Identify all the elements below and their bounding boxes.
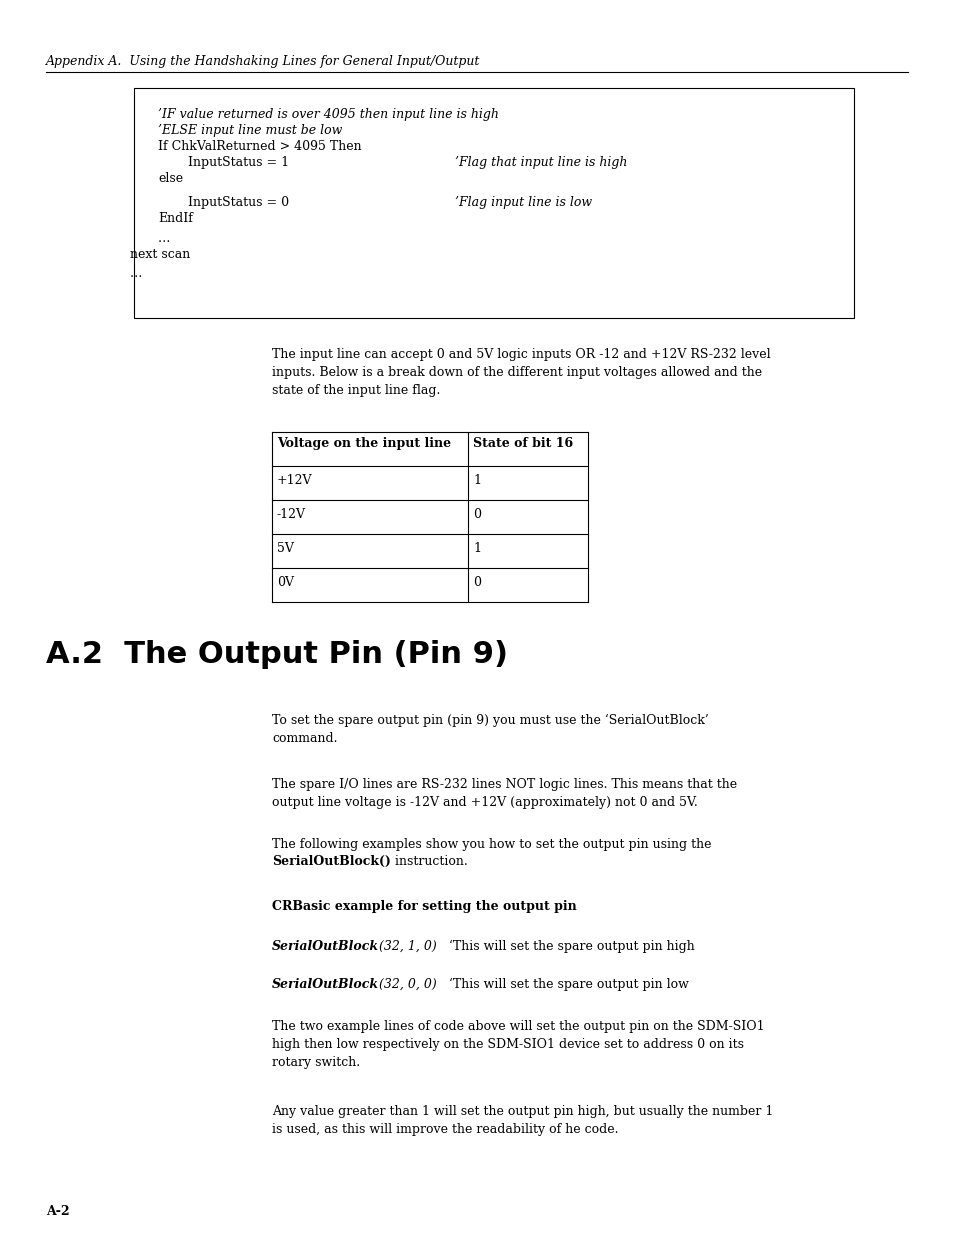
Text: next scan: next scan bbox=[130, 248, 190, 261]
Text: ’ELSE input line must be low: ’ELSE input line must be low bbox=[158, 124, 342, 137]
Text: …: … bbox=[158, 232, 171, 245]
Text: (32, 1, 0): (32, 1, 0) bbox=[378, 940, 436, 953]
Text: SerialOutBlock: SerialOutBlock bbox=[272, 978, 378, 990]
Text: ‘This will set the spare output pin high: ‘This will set the spare output pin high bbox=[436, 940, 694, 953]
Bar bbox=[133, 88, 853, 317]
Text: The following examples show you how to set the output pin using the: The following examples show you how to s… bbox=[272, 839, 711, 851]
Text: 0: 0 bbox=[473, 508, 480, 521]
Text: EndIf: EndIf bbox=[158, 212, 193, 225]
Text: State of bit 16: State of bit 16 bbox=[473, 437, 573, 450]
Text: (32, 0, 0): (32, 0, 0) bbox=[378, 978, 436, 990]
Text: 1: 1 bbox=[473, 474, 480, 487]
Text: 0V: 0V bbox=[276, 576, 294, 589]
Text: InputStatus = 0: InputStatus = 0 bbox=[188, 196, 289, 209]
Text: Appendix A.  Using the Handshaking Lines for General Input/Output: Appendix A. Using the Handshaking Lines … bbox=[46, 56, 480, 68]
Text: SerialOutBlock(): SerialOutBlock() bbox=[272, 855, 391, 868]
Text: 5V: 5V bbox=[276, 542, 294, 555]
Text: The spare I/O lines are RS-232 lines NOT logic lines. This means that the
output: The spare I/O lines are RS-232 lines NOT… bbox=[272, 778, 737, 809]
Text: SerialOutBlock: SerialOutBlock bbox=[272, 940, 378, 953]
Text: CRBasic example for setting the output pin: CRBasic example for setting the output p… bbox=[272, 900, 577, 913]
Text: To set the spare output pin (pin 9) you must use the ‘SerialOutBlock’
command.: To set the spare output pin (pin 9) you … bbox=[272, 714, 708, 745]
Text: If ChkValReturned > 4095 Then: If ChkValReturned > 4095 Then bbox=[158, 140, 361, 153]
Text: -12V: -12V bbox=[276, 508, 306, 521]
Text: ‘This will set the spare output pin low: ‘This will set the spare output pin low bbox=[436, 978, 688, 992]
Text: …: … bbox=[130, 267, 142, 280]
Text: Voltage on the input line: Voltage on the input line bbox=[276, 437, 451, 450]
Text: A.2  The Output Pin (Pin 9): A.2 The Output Pin (Pin 9) bbox=[46, 640, 507, 669]
Text: The input line can accept 0 and 5V logic inputs OR -12 and +12V RS-232 level
inp: The input line can accept 0 and 5V logic… bbox=[272, 348, 770, 396]
Text: 0: 0 bbox=[473, 576, 480, 589]
Text: ’IF value returned is over 4095 then input line is high: ’IF value returned is over 4095 then inp… bbox=[158, 107, 498, 121]
Text: ’Flag that input line is high: ’Flag that input line is high bbox=[455, 156, 627, 169]
Text: else: else bbox=[158, 172, 183, 185]
Text: +12V: +12V bbox=[276, 474, 313, 487]
Text: ’Flag input line is low: ’Flag input line is low bbox=[455, 196, 592, 209]
Text: InputStatus = 1: InputStatus = 1 bbox=[188, 156, 289, 169]
Text: A-2: A-2 bbox=[46, 1205, 70, 1218]
Text: 1: 1 bbox=[473, 542, 480, 555]
Text: Any value greater than 1 will set the output pin high, but usually the number 1
: Any value greater than 1 will set the ou… bbox=[272, 1105, 773, 1136]
Text: instruction.: instruction. bbox=[391, 855, 467, 868]
Text: The two example lines of code above will set the output pin on the SDM-SIO1
high: The two example lines of code above will… bbox=[272, 1020, 763, 1070]
